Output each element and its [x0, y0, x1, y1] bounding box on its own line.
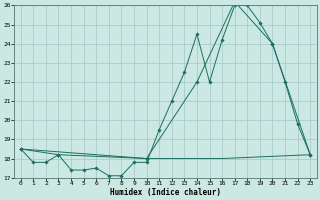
X-axis label: Humidex (Indice chaleur): Humidex (Indice chaleur) — [110, 188, 221, 197]
